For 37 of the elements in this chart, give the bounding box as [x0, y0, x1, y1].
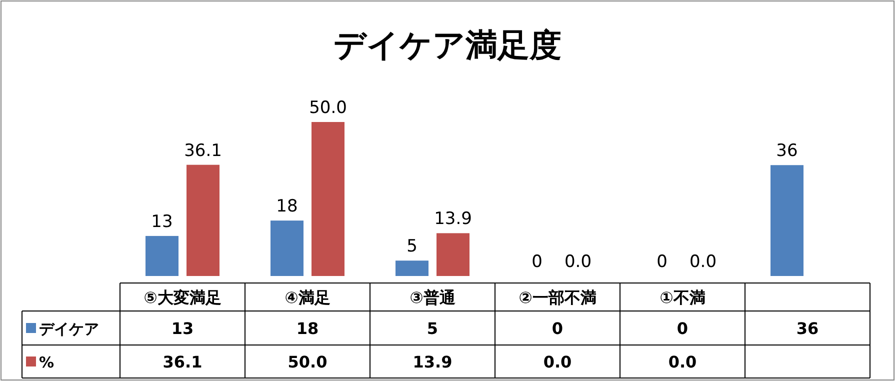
- text: 36.1: [184, 140, 222, 161]
- text: 50.0: [309, 98, 347, 118]
- text: 0: [532, 252, 542, 272]
- x-tick-label: ①不満: [660, 288, 706, 307]
- x-tick-label: ⑤大変満足: [144, 288, 222, 307]
- legend-label: デイケア: [39, 320, 99, 338]
- data-label: 0.0: [543, 352, 572, 372]
- bar: [270, 220, 304, 276]
- data-label: 13: [171, 319, 194, 338]
- data-label: 0.0: [668, 352, 697, 372]
- bar: [396, 260, 428, 276]
- bar: [770, 165, 804, 276]
- text: 5: [406, 236, 418, 257]
- text: 13: [151, 212, 173, 232]
- text: 0.0: [564, 252, 592, 272]
- x-tick-label: ④満足: [284, 288, 330, 307]
- bar: [186, 164, 220, 276]
- x-tick-label: ②一部不満: [518, 288, 596, 307]
- data-label: 50.0: [288, 352, 328, 372]
- text: 18: [276, 196, 298, 217]
- data-label: 0: [676, 319, 688, 338]
- chart-title: デイケア満足度: [334, 26, 562, 64]
- data-label: 36.1: [162, 352, 202, 372]
- data-label: 18: [296, 319, 319, 338]
- text: 13.9: [434, 209, 472, 230]
- x-tick-label: ③普通: [410, 288, 456, 307]
- text: 0: [656, 252, 668, 272]
- text: 36: [776, 141, 798, 162]
- data-label: 36: [796, 319, 819, 338]
- bar: [146, 236, 178, 276]
- data-label: 13.9: [412, 352, 452, 372]
- data-label: 5: [426, 319, 438, 338]
- bar: [312, 122, 344, 276]
- bar: [436, 233, 470, 276]
- text: 0.0: [689, 252, 717, 272]
- legend-label: %: [39, 354, 54, 372]
- data-label: 0: [552, 319, 564, 338]
